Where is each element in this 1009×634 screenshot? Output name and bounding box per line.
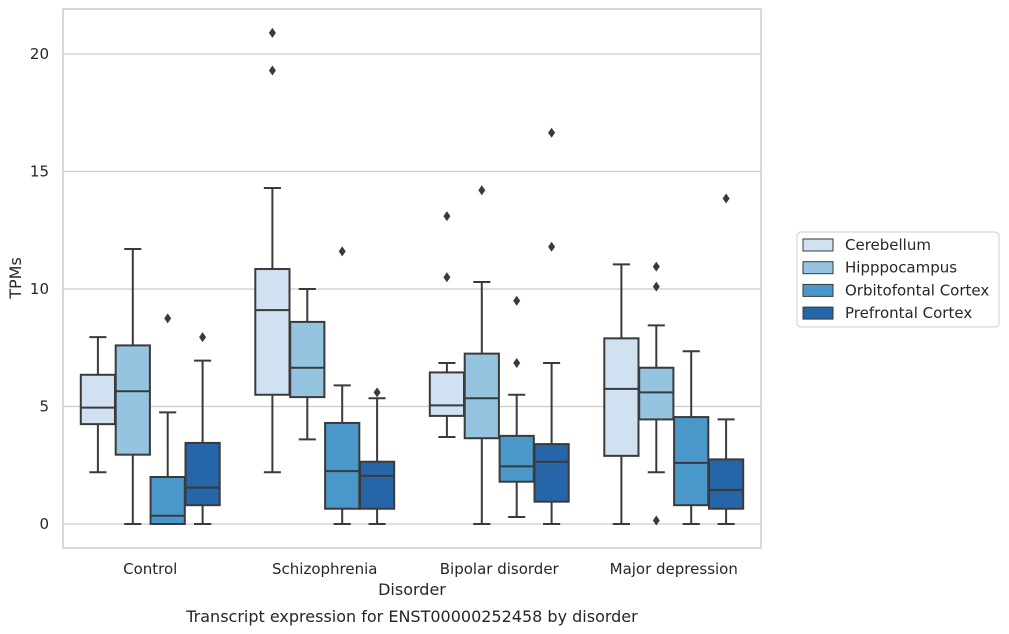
box-group — [463, 185, 500, 525]
box-iqr — [114, 344, 151, 456]
box-group — [707, 193, 745, 525]
outlier-marker — [199, 332, 207, 343]
y-tick-label: 15 — [30, 163, 49, 181]
x-axis-ticks: Control Schizophrenia Bipolar disorder Majo… — [123, 560, 738, 578]
legend-swatch — [802, 306, 834, 320]
outlier-marker — [548, 241, 556, 252]
box-iqr — [254, 268, 291, 396]
box-iqr — [428, 371, 466, 417]
box-iqr — [358, 460, 396, 510]
legend-swatch — [802, 238, 834, 252]
outlier-marker — [443, 272, 451, 283]
box-iqr — [79, 373, 117, 426]
y-axis-title: TPMs — [6, 257, 25, 300]
outlier-marker — [268, 65, 276, 76]
legend-frame — [796, 231, 1000, 328]
box-iqr — [603, 337, 640, 457]
x-tick-label: Schizophrenia — [272, 560, 377, 578]
box-group — [114, 248, 151, 525]
legend: Cerebellum Hipppocampus Orbitofontal Corte… — [796, 231, 1000, 328]
box-iqr — [289, 320, 326, 399]
y-tick-label: 0 — [39, 515, 49, 533]
outlier-marker — [513, 295, 521, 306]
x-tick-label: Bipolar disorder — [440, 560, 560, 578]
x-axis-title: Disorder — [378, 580, 446, 599]
legend-swatch — [802, 283, 834, 297]
box-iqr — [149, 476, 186, 525]
box-iqr — [463, 352, 500, 440]
outlier-marker — [443, 211, 451, 222]
box-group — [603, 263, 640, 525]
box-iqr — [498, 434, 535, 483]
box-group — [324, 246, 361, 525]
outlier-marker — [478, 185, 486, 196]
outlier-marker — [652, 515, 660, 526]
legend-label: Hipppocampus — [845, 259, 957, 277]
legend-label: Prefrontal Cortex — [845, 304, 972, 322]
box-group — [498, 295, 535, 518]
y-tick-label: 5 — [39, 398, 49, 416]
box-iqr — [638, 366, 675, 421]
box-group — [358, 387, 396, 525]
y-tick-label: 10 — [30, 280, 49, 298]
box-group — [428, 211, 466, 439]
box-iqr — [324, 421, 361, 510]
box-group — [533, 127, 570, 525]
y-tick-label: 20 — [30, 45, 49, 63]
outlier-marker — [164, 313, 172, 324]
y-axis-ticks: 0 5 10 15 20 — [30, 45, 49, 533]
legend-label: Orbitofontal Cortex — [845, 281, 989, 299]
outlier-marker — [652, 261, 660, 272]
box-group — [289, 288, 326, 441]
box-group — [184, 332, 221, 525]
legend-swatch — [802, 261, 834, 275]
box-iqr — [673, 416, 710, 507]
outlier-marker — [373, 387, 381, 398]
box-group — [79, 336, 117, 474]
legend-label: Cerebellum — [845, 236, 931, 254]
box-group — [254, 27, 291, 474]
x-tick-label: Control — [123, 560, 177, 578]
box-group — [149, 313, 186, 525]
outlier-marker — [722, 193, 730, 204]
outlier-marker — [548, 127, 556, 138]
boxes — [79, 27, 745, 526]
plot-frame — [62, 8, 762, 549]
box-iqr — [707, 458, 745, 510]
chart-caption: Transcript expression for ENST0000025245… — [185, 607, 638, 626]
outlier-marker — [338, 246, 346, 257]
box-group — [638, 261, 675, 526]
outlier-marker — [268, 27, 276, 38]
box-group — [673, 350, 710, 525]
x-tick-label: Major depression — [610, 560, 738, 578]
box-iqr — [184, 441, 221, 507]
outlier-marker — [652, 281, 660, 292]
box-iqr — [533, 443, 570, 503]
outlier-marker — [513, 358, 521, 369]
